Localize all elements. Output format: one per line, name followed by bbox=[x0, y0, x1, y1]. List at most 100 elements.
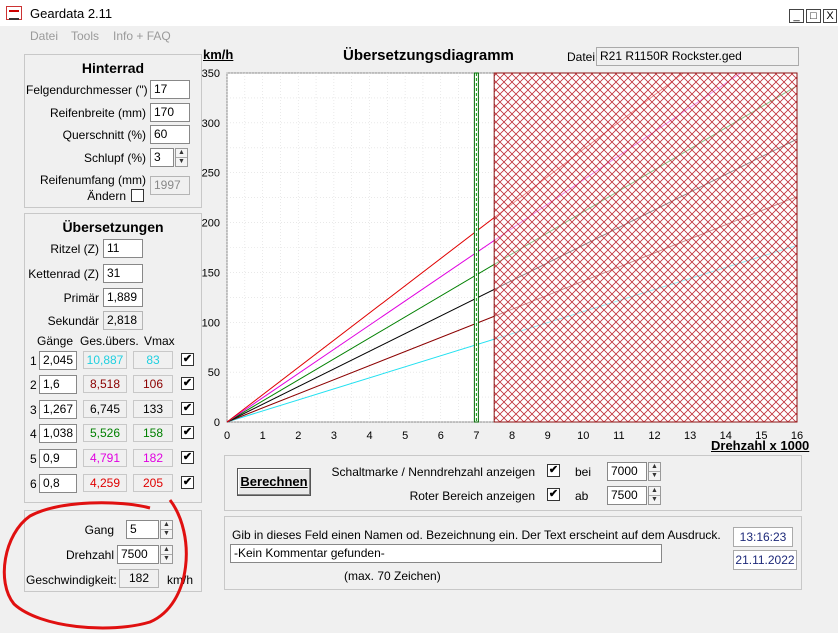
sekundaer-label: Sekundär bbox=[47, 314, 99, 328]
schlupf-spinner[interactable]: ▲ ▼ bbox=[175, 148, 188, 167]
umfang-label: Reifenumfang (mm) bbox=[39, 173, 146, 187]
bei-input[interactable]: 7000 bbox=[607, 462, 647, 481]
gear-vmax: 83 bbox=[133, 351, 173, 369]
gear-visible-checkbox[interactable]: ✔ bbox=[181, 426, 194, 439]
primaer-input[interactable]: 1,889 bbox=[103, 288, 143, 307]
berechnen-button[interactable]: Berechnen bbox=[237, 468, 311, 496]
ab-label: ab bbox=[575, 489, 589, 503]
y-tick-label: 250 bbox=[202, 168, 220, 180]
x-tick-label: 0 bbox=[224, 430, 230, 442]
x-axis-ticks: 0 1 2 3 4 5 6 7 8 9 10 11 12 13 14 15 16 bbox=[224, 430, 803, 442]
red-zone bbox=[493, 72, 798, 423]
roter-checkbox[interactable]: ✔ bbox=[547, 488, 560, 501]
gear-vmax: 158 bbox=[133, 424, 173, 442]
bei-label: bei bbox=[575, 465, 592, 479]
x-tick-label: 12 bbox=[648, 430, 660, 442]
spin-up-icon[interactable]: ▲ bbox=[161, 521, 172, 530]
comment-hint: Gib in dieses Feld einen Namen od. Bezei… bbox=[232, 528, 721, 542]
menu-info-faq[interactable]: Info + FAQ bbox=[113, 29, 171, 43]
x-tick-label: 14 bbox=[720, 430, 732, 442]
red-annotation-circle bbox=[2, 499, 188, 630]
x-tick-label: 10 bbox=[577, 430, 589, 442]
reifenbreite-input[interactable]: 170 bbox=[150, 103, 190, 122]
x-tick-label: 3 bbox=[331, 430, 337, 442]
felgen-input[interactable]: 17 bbox=[150, 80, 190, 99]
app-icon bbox=[6, 6, 22, 20]
gear-ratio-input[interactable]: 2,045 bbox=[39, 351, 77, 370]
schlupf-label: Schlupf (%) bbox=[83, 151, 146, 165]
x-tick-label: 16 bbox=[791, 430, 803, 442]
aendern-label: Ändern bbox=[87, 189, 126, 203]
gear-number: 4 bbox=[30, 427, 37, 441]
spin-down-icon[interactable]: ▼ bbox=[163, 555, 170, 562]
querschnitt-input[interactable]: 60 bbox=[150, 125, 190, 144]
felgen-label: Felgendurchmesser (") bbox=[26, 83, 148, 97]
drehzahl-spinner[interactable]: ▲ ▼ bbox=[160, 545, 173, 564]
geschw-label: Geschwindigkeit: bbox=[26, 573, 117, 587]
chart-title: Übersetzungsdiagramm bbox=[343, 47, 514, 64]
kettenrad-label: Kettenrad (Z) bbox=[28, 267, 99, 281]
y-tick-label: 50 bbox=[208, 367, 220, 379]
gear-vmax: 182 bbox=[133, 449, 173, 467]
gear-ratio-input[interactable]: 0,9 bbox=[39, 449, 77, 468]
title-bar bbox=[0, 0, 838, 26]
spin-down-icon[interactable]: ▼ bbox=[651, 472, 658, 479]
drehzahl-label: Drehzahl bbox=[65, 548, 114, 562]
gear-visible-checkbox[interactable]: ✔ bbox=[181, 353, 194, 366]
gear-ratio-input[interactable]: 1,038 bbox=[39, 424, 77, 443]
gear-total-ratio: 5,526 bbox=[83, 424, 127, 442]
gear-visible-checkbox[interactable]: ✔ bbox=[181, 451, 194, 464]
y-tick-label: 100 bbox=[202, 317, 220, 329]
chart-xlabel: Drehzahl x 1000 bbox=[711, 438, 810, 453]
gang-spinner[interactable]: ▲ ▼ bbox=[160, 520, 173, 539]
window-title: Geardata 2.11 bbox=[30, 6, 113, 21]
spin-up-icon[interactable]: ▲ bbox=[176, 149, 187, 158]
drehzahl-input[interactable]: 7500 bbox=[117, 545, 159, 564]
gear-number: 1 bbox=[30, 354, 37, 368]
menu-tools[interactable]: Tools bbox=[71, 29, 100, 43]
ritzel-input[interactable]: 11 bbox=[103, 239, 143, 258]
gear-visible-checkbox[interactable]: ✔ bbox=[181, 402, 194, 415]
gear-visible-checkbox[interactable]: ✔ bbox=[181, 476, 194, 489]
datei-value: R21 R1150R Rockster.ged bbox=[596, 47, 799, 66]
time-display: 13:16:23 bbox=[733, 527, 793, 547]
spin-down-icon[interactable]: ▼ bbox=[651, 496, 658, 503]
maximize-button[interactable]: □ bbox=[806, 9, 821, 23]
minimize-button[interactable]: _ bbox=[789, 9, 804, 23]
comment-max: (max. 70 Zeichen) bbox=[344, 569, 441, 583]
ab-spinner[interactable]: ▲ ▼ bbox=[648, 486, 661, 505]
gear-ratio-input[interactable]: 1,267 bbox=[39, 400, 77, 419]
gang-input[interactable]: 5 bbox=[126, 520, 159, 539]
aendern-checkbox[interactable] bbox=[131, 189, 144, 202]
ab-input[interactable]: 7500 bbox=[607, 486, 647, 505]
y-tick-label: 0 bbox=[214, 417, 220, 429]
spin-up-icon[interactable]: ▲ bbox=[649, 487, 660, 496]
red-zone-hatch bbox=[493, 72, 798, 423]
schaltmarke-checkbox[interactable]: ✔ bbox=[547, 464, 560, 477]
close-button[interactable]: X bbox=[823, 9, 837, 23]
menu-datei[interactable]: Datei bbox=[30, 29, 59, 43]
y-tick-label: 150 bbox=[202, 267, 220, 279]
y-axis-ticks: 0 50 100 150 200 250 300 350 bbox=[202, 68, 220, 429]
spin-down-icon[interactable]: ▼ bbox=[178, 158, 185, 165]
sekundaer-value: 2,818 bbox=[103, 311, 143, 330]
ritzel-label: Ritzel (Z) bbox=[50, 242, 99, 256]
geschw-unit: km/h bbox=[167, 573, 194, 587]
x-tick-label: 13 bbox=[684, 430, 696, 442]
gear-visible-checkbox[interactable]: ✔ bbox=[181, 377, 194, 390]
kettenrad-input[interactable]: 31 bbox=[103, 264, 143, 283]
gear-ratio-input[interactable]: 0,8 bbox=[39, 474, 77, 493]
col-vmax: Vmax bbox=[144, 334, 175, 348]
spin-down-icon[interactable]: ▼ bbox=[163, 530, 170, 537]
spin-up-icon[interactable]: ▲ bbox=[161, 546, 172, 555]
comment-input[interactable]: -Kein Kommentar gefunden- bbox=[230, 544, 662, 563]
gear-vmax: 205 bbox=[133, 474, 173, 492]
bei-spinner[interactable]: ▲ ▼ bbox=[648, 462, 661, 481]
hinterrad-heading: Hinterrad bbox=[81, 60, 145, 76]
gear-ratio-input[interactable]: 1,6 bbox=[39, 375, 77, 394]
spin-up-icon[interactable]: ▲ bbox=[649, 463, 660, 472]
chart-ylabel: km/h bbox=[203, 47, 234, 62]
schlupf-input[interactable]: 3 bbox=[150, 148, 174, 167]
berechnen-label: Berechnen bbox=[240, 474, 308, 489]
